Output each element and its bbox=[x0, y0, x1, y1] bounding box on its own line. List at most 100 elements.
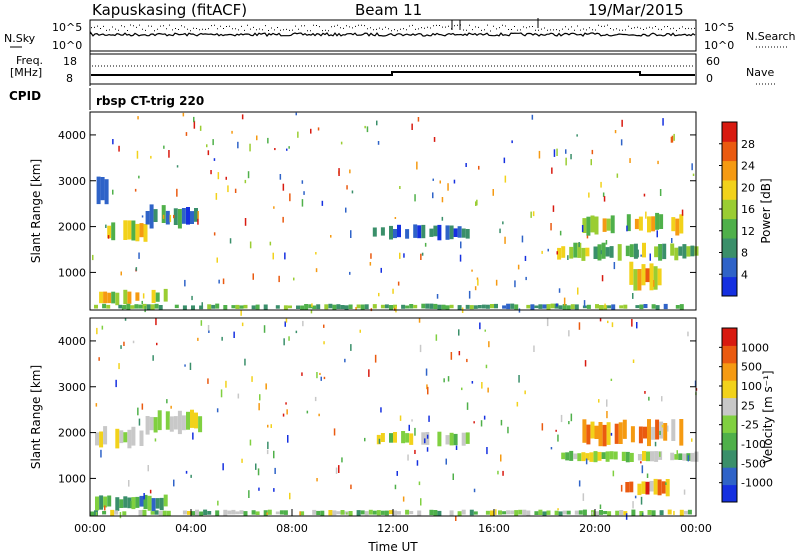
heatmap-cell bbox=[181, 208, 186, 224]
heatmap-speck bbox=[134, 188, 137, 192]
heatmap-speck bbox=[295, 112, 297, 116]
heatmap-cell bbox=[166, 510, 171, 516]
heatmap-speck bbox=[687, 455, 690, 462]
heatmap-cell bbox=[599, 305, 603, 310]
heatmap-speck bbox=[426, 447, 429, 452]
heatmap-speck bbox=[350, 230, 352, 238]
heatmap-cell bbox=[182, 305, 187, 310]
noise-trace bbox=[89, 18, 696, 86]
heatmap-cell bbox=[123, 220, 128, 240]
heatmap-cell bbox=[602, 218, 607, 232]
colorbar-tick-label: 25 bbox=[741, 399, 755, 412]
heatmap-cell bbox=[637, 454, 642, 461]
heatmap-cell bbox=[546, 304, 551, 310]
heatmap-cell bbox=[573, 242, 578, 258]
heatmap-cell bbox=[135, 496, 140, 508]
heatmap-cell bbox=[453, 433, 458, 446]
heatmap-cell bbox=[103, 291, 108, 304]
heatmap-speck bbox=[321, 200, 324, 206]
colorbar-segment bbox=[722, 397, 737, 416]
heatmap-cell bbox=[655, 212, 660, 230]
heatmap-speck bbox=[550, 447, 553, 450]
heatmap-cell bbox=[380, 510, 385, 515]
heatmap-speck bbox=[216, 408, 219, 413]
beam-title: Beam 11 bbox=[355, 1, 422, 19]
heatmap-cell bbox=[384, 510, 389, 516]
heatmap-cell bbox=[122, 305, 127, 310]
heatmap-speck bbox=[141, 403, 144, 410]
heatmap-speck bbox=[665, 482, 667, 485]
heatmap-cell bbox=[675, 305, 680, 309]
heatmap-speck bbox=[500, 454, 502, 462]
heatmap-cell bbox=[690, 245, 695, 257]
heatmap-speck bbox=[556, 251, 558, 255]
heatmap-speck bbox=[162, 214, 165, 219]
heatmap-speck bbox=[418, 318, 421, 323]
heatmap-speck bbox=[173, 479, 175, 487]
heatmap-speck bbox=[141, 300, 143, 304]
heatmap-speck bbox=[190, 474, 192, 478]
heatmap-cell bbox=[177, 209, 182, 229]
heatmap-speck bbox=[193, 116, 195, 123]
heatmap-speck bbox=[634, 495, 637, 499]
heatmap-cell bbox=[657, 479, 662, 496]
heatmap-speck bbox=[265, 383, 267, 390]
heatmap-speck bbox=[533, 345, 535, 352]
heatmap-cell bbox=[127, 220, 132, 240]
heatmap-speck bbox=[450, 352, 453, 360]
heatmap-speck bbox=[377, 141, 380, 145]
heatmap-speck bbox=[497, 470, 499, 475]
heatmap-speck bbox=[433, 137, 436, 142]
heatmap-speck bbox=[452, 473, 454, 480]
heatmap-speck bbox=[421, 252, 424, 256]
heatmap-speck bbox=[447, 183, 449, 191]
heatmap-speck bbox=[95, 403, 98, 407]
heatmap-cell bbox=[99, 291, 104, 304]
heatmap-cell bbox=[207, 304, 212, 310]
nave-label: Nave bbox=[746, 66, 774, 79]
heatmap-speck bbox=[473, 488, 476, 493]
heatmap-speck bbox=[150, 155, 152, 159]
x-tick-label: 16:00 bbox=[478, 522, 510, 535]
heatmap-cell bbox=[469, 305, 474, 310]
heatmap-speck bbox=[98, 357, 100, 361]
heatmap-cell bbox=[380, 304, 385, 309]
heatmap-speck bbox=[143, 493, 145, 500]
heatmap-speck bbox=[252, 273, 254, 280]
heatmap-cell bbox=[158, 305, 163, 310]
heatmap-speck bbox=[121, 307, 124, 310]
heatmap-speck bbox=[376, 120, 378, 126]
noise-panel: 10^5 10^0 N.Sky 10^5 10^0 N.Search bbox=[4, 18, 796, 86]
heatmap-speck bbox=[314, 396, 317, 402]
heatmap-speck bbox=[477, 279, 479, 286]
heatmap-speck bbox=[458, 329, 460, 336]
heatmap-cell bbox=[159, 497, 164, 511]
heatmap-speck bbox=[137, 407, 139, 416]
time-xlabel: Time UT bbox=[367, 540, 418, 554]
heatmap-speck bbox=[399, 186, 401, 189]
heatmap-speck bbox=[670, 136, 673, 143]
heatmap-speck bbox=[671, 135, 674, 143]
colorbar-segment bbox=[722, 276, 737, 297]
heatmap-speck bbox=[486, 447, 488, 455]
heatmap-cell bbox=[151, 289, 156, 303]
colorbar-segment bbox=[722, 122, 737, 142]
heatmap-cell bbox=[235, 304, 240, 309]
heatmap-cell bbox=[635, 305, 640, 309]
heatmap-speck bbox=[420, 253, 422, 260]
heatmap-cell bbox=[653, 478, 658, 495]
heatmap-cell bbox=[134, 304, 139, 309]
heatmap-cell bbox=[119, 430, 124, 444]
heatmap-speck bbox=[394, 484, 397, 490]
heatmap-cell bbox=[296, 305, 300, 309]
heatmap-cell bbox=[102, 303, 107, 309]
heatmap-cell bbox=[115, 497, 120, 511]
heatmap-cell bbox=[619, 510, 624, 516]
heatmap-cell bbox=[372, 304, 377, 309]
power-ylabel: Slant Range [km] bbox=[29, 159, 43, 263]
heatmap-speck bbox=[632, 501, 634, 509]
heatmap-cell bbox=[138, 304, 143, 309]
heatmap-speck bbox=[416, 161, 418, 170]
x-tick-label: 00:00 bbox=[680, 522, 712, 535]
heatmap-speck bbox=[225, 176, 227, 180]
